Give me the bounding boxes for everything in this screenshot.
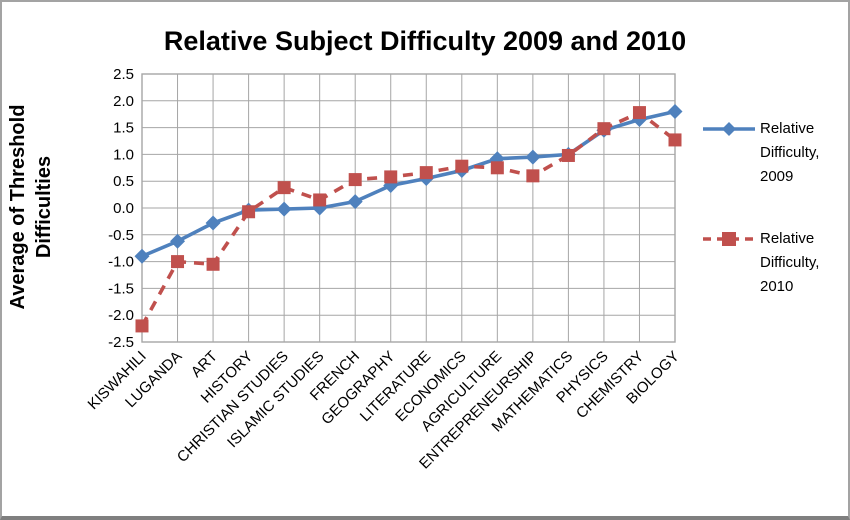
legend-label-2010: Relative Difficulty, 2010 (760, 227, 819, 299)
y-tick-label: 0.0 (113, 200, 134, 217)
data-point-square-2010 (526, 169, 540, 183)
data-point-square-2010 (597, 122, 611, 136)
legend-label-2010-line3: 2010 (760, 278, 794, 295)
y-tick-label: -1.0 (108, 254, 134, 271)
data-point-square-2010 (455, 159, 469, 173)
data-point-square-2010 (419, 166, 433, 180)
data-point-square-2010 (206, 257, 220, 271)
plot-border (141, 73, 676, 343)
data-point-square-2010 (242, 205, 256, 219)
y-tick-label: -2.0 (108, 307, 134, 324)
data-point-diamond-2009 (205, 215, 221, 231)
legend-marker-2010-square-icon (703, 232, 755, 246)
y-tick-label: 1.5 (113, 120, 134, 137)
chart-title: Relative Subject Difficulty 2009 and 201… (163, 26, 687, 56)
y-tick-label: 2.0 (113, 93, 134, 110)
legend-label-2009-line3: 2009 (760, 168, 794, 185)
data-point-square-2010 (632, 106, 646, 120)
data-point-square-2010 (171, 255, 185, 269)
legend-label-2009: Relative Difficulty, 2009 (760, 117, 819, 189)
y-tick-label: -0.5 (108, 227, 134, 244)
series-line-2010 (140, 110, 677, 327)
data-point-square-2010 (313, 193, 327, 207)
legend: Relative Difficulty, 2009 Relative Diffi… (702, 117, 848, 299)
y-tick-label: -1.5 (108, 280, 134, 297)
legend-marker-2009-diamond-icon (703, 122, 755, 136)
data-point-diamond-2009 (276, 201, 292, 217)
data-point-diamond-2009 (525, 149, 541, 165)
legend-label-2009-line1: Relative (760, 120, 815, 137)
legend-label-2009-line2: Difficulty, (760, 144, 820, 161)
data-point-square-2010 (384, 170, 398, 184)
data-point-square-2010 (135, 319, 149, 333)
legend-item-2009: Relative Difficulty, 2009 (702, 117, 848, 189)
data-point-diamond-2009 (347, 194, 363, 210)
y-tick-label: -2.5 (108, 334, 134, 351)
data-point-square-2010 (561, 148, 575, 162)
data-point-square-2010 (348, 173, 362, 187)
y-tick-label: 1.0 (113, 146, 134, 163)
legend-label-2010-line1: Relative (760, 230, 815, 247)
data-point-square-2010 (668, 133, 682, 147)
legend-item-2010: Relative Difficulty, 2010 (702, 227, 848, 299)
data-point-diamond-2009 (134, 248, 150, 264)
series-line-2009 (141, 109, 676, 258)
data-point-diamond-2009 (667, 104, 683, 120)
data-point-diamond-2009 (170, 233, 186, 249)
legend-label-2010-line2: Difficulty, (760, 254, 820, 271)
data-point-square-2010 (277, 181, 291, 195)
data-point-square-2010 (490, 161, 504, 175)
y-tick-label: 2.5 (113, 66, 134, 83)
y-tick-label: 0.5 (113, 173, 134, 190)
